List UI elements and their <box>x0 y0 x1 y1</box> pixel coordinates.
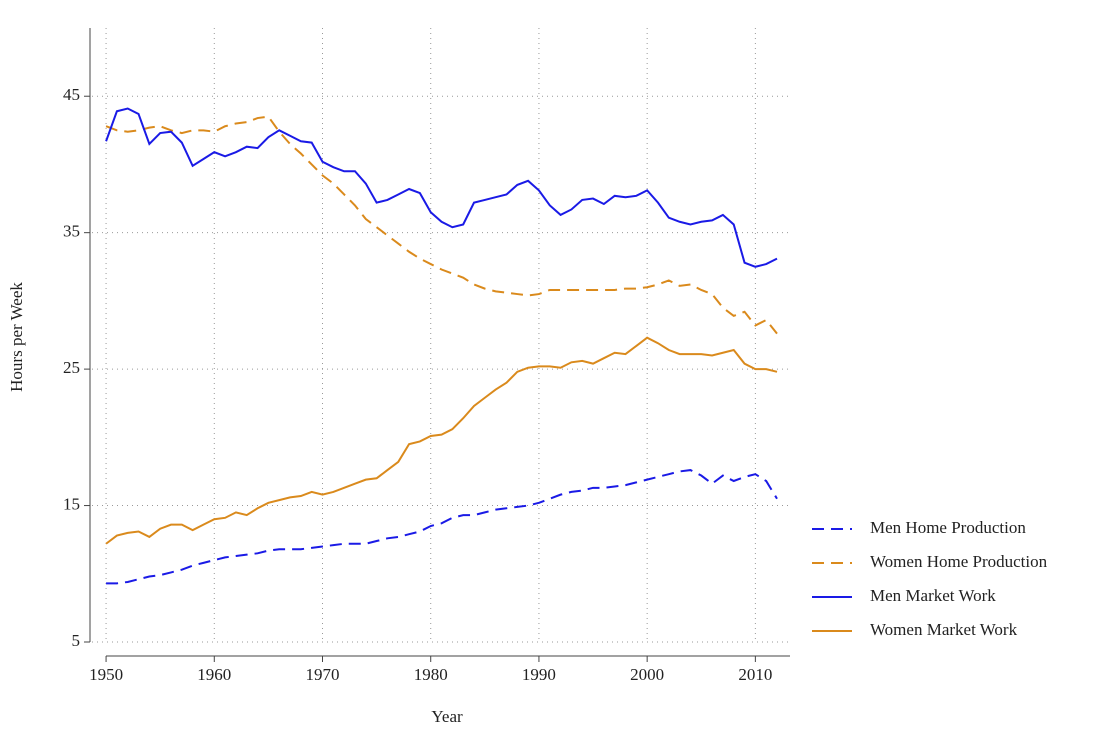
x-tick-label: 1990 <box>522 665 556 684</box>
x-axis-label: Year <box>431 707 463 726</box>
x-tick-label: 1950 <box>89 665 123 684</box>
y-axis-label: Hours per Week <box>7 282 26 392</box>
legend-label: Women Market Work <box>870 620 1018 639</box>
x-tick-label: 1980 <box>414 665 448 684</box>
x-tick-label: 1960 <box>197 665 231 684</box>
legend-label: Men Market Work <box>870 586 996 605</box>
x-tick-label: 1970 <box>306 665 340 684</box>
legend-label: Men Home Production <box>870 518 1026 537</box>
y-tick-label: 25 <box>63 358 80 377</box>
legend-label: Women Home Production <box>870 552 1048 571</box>
y-tick-label: 45 <box>63 85 80 104</box>
series-line <box>105 336 778 545</box>
x-tick-label: 2000 <box>630 665 664 684</box>
y-tick-label: 5 <box>72 631 81 650</box>
y-tick-label: 15 <box>63 494 80 513</box>
series-line <box>105 107 778 268</box>
x-tick-label: 2010 <box>738 665 772 684</box>
series-line <box>106 469 778 585</box>
series-line <box>105 115 778 335</box>
y-tick-label: 35 <box>63 222 80 241</box>
